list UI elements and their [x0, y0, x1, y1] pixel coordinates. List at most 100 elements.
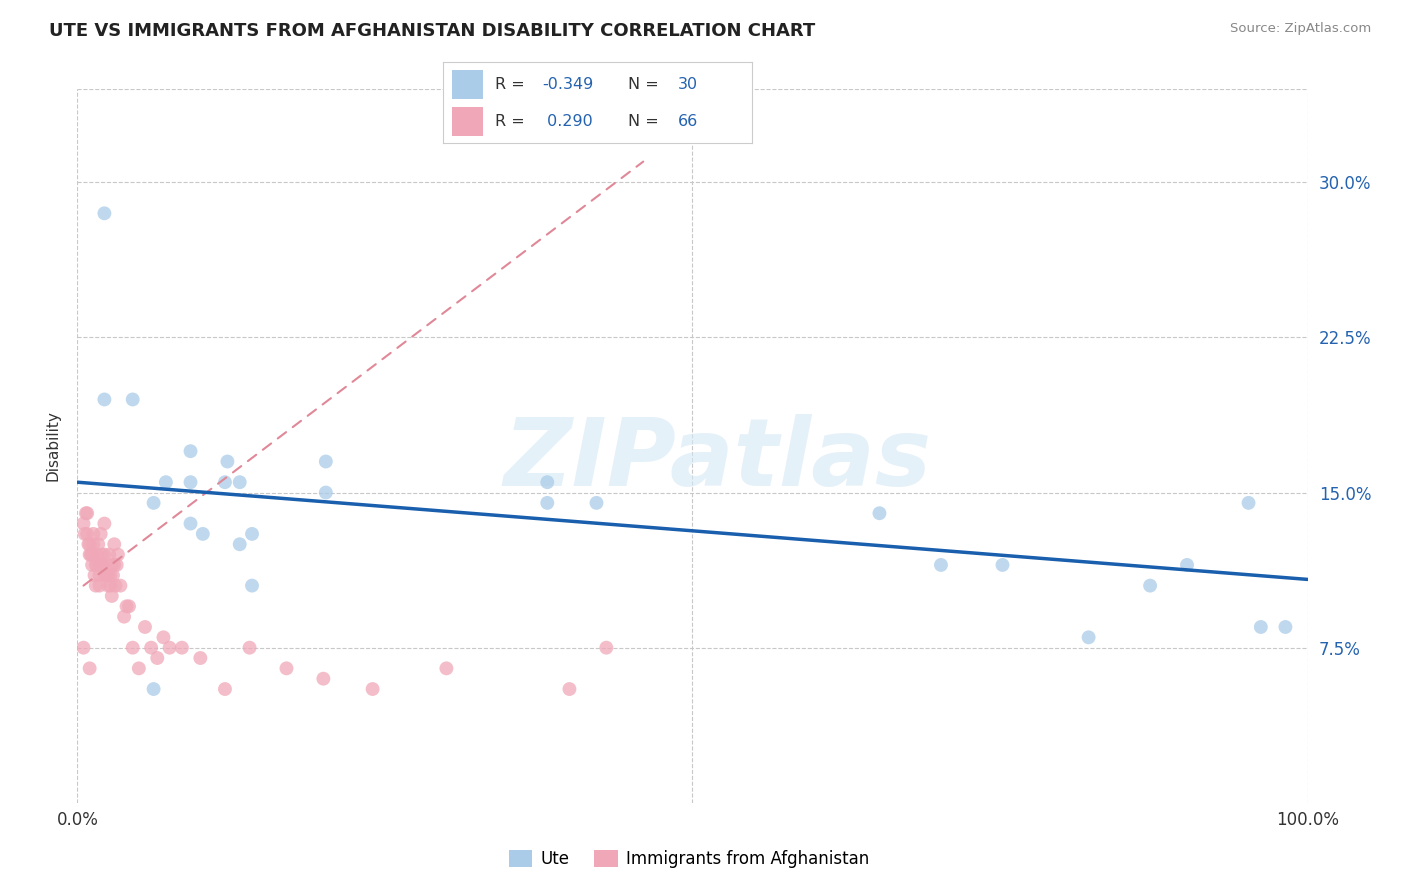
FancyBboxPatch shape — [453, 107, 484, 136]
Point — [315, 485, 337, 500]
Point — [86, 548, 108, 562]
Point — [141, 640, 163, 655]
Point — [170, 640, 193, 655]
Point — [93, 206, 115, 220]
Point — [115, 599, 138, 614]
Text: 30: 30 — [678, 77, 699, 92]
Text: UTE VS IMMIGRANTS FROM AFGHANISTAN DISABILITY CORRELATION CHART: UTE VS IMMIGRANTS FROM AFGHANISTAN DISAB… — [49, 22, 815, 40]
Point — [107, 548, 129, 562]
Point — [991, 558, 1014, 572]
Point — [217, 454, 239, 468]
Point — [103, 537, 125, 551]
Point — [159, 640, 181, 655]
Point — [558, 681, 581, 696]
Point — [82, 527, 104, 541]
Point — [105, 558, 128, 572]
Point — [83, 568, 105, 582]
Text: ZIPatlas: ZIPatlas — [503, 414, 931, 507]
Point — [96, 568, 118, 582]
Point — [97, 568, 120, 582]
Point — [1077, 630, 1099, 644]
Point — [72, 516, 94, 531]
Point — [312, 672, 335, 686]
Point — [1175, 558, 1198, 572]
Point — [79, 661, 101, 675]
Text: N =: N = — [628, 114, 665, 129]
Legend: Ute, Immigrants from Afghanistan: Ute, Immigrants from Afghanistan — [502, 843, 876, 875]
Point — [73, 527, 96, 541]
Text: -0.349: -0.349 — [541, 77, 593, 92]
Point — [80, 548, 103, 562]
Point — [89, 568, 111, 582]
Point — [180, 444, 202, 458]
Point — [82, 548, 104, 562]
Point — [101, 558, 124, 572]
Text: Source: ZipAtlas.com: Source: ZipAtlas.com — [1230, 22, 1371, 36]
Point — [76, 527, 98, 541]
Point — [79, 537, 101, 551]
Point — [229, 475, 252, 490]
Point — [240, 579, 263, 593]
Point — [89, 579, 111, 593]
Point — [239, 640, 262, 655]
Point — [77, 537, 100, 551]
Text: 66: 66 — [678, 114, 699, 129]
Point — [536, 496, 558, 510]
Point — [1139, 579, 1161, 593]
Point — [214, 475, 236, 490]
Point — [90, 548, 114, 562]
Point — [101, 568, 124, 582]
Point — [112, 609, 135, 624]
Point — [142, 681, 165, 696]
Point — [929, 558, 952, 572]
Point — [240, 527, 263, 541]
Point — [87, 537, 110, 551]
Point — [84, 558, 107, 572]
Point — [229, 537, 252, 551]
Point — [86, 558, 108, 572]
Point — [104, 579, 127, 593]
Point — [82, 558, 104, 572]
Point — [214, 681, 236, 696]
Point — [93, 516, 115, 531]
Point — [128, 661, 150, 675]
Point — [121, 640, 143, 655]
Point — [84, 579, 107, 593]
Point — [93, 392, 115, 407]
Point — [190, 651, 212, 665]
Point — [595, 640, 617, 655]
Text: N =: N = — [628, 77, 665, 92]
Point — [91, 558, 114, 572]
Point — [146, 651, 169, 665]
Point — [100, 579, 122, 593]
Point — [118, 599, 141, 614]
Point — [76, 506, 98, 520]
Point — [361, 681, 384, 696]
Point — [585, 496, 607, 510]
Point — [180, 516, 202, 531]
Point — [1274, 620, 1296, 634]
Point — [152, 630, 174, 644]
Point — [97, 579, 120, 593]
Point — [1250, 620, 1272, 634]
Point — [134, 620, 156, 634]
Point — [121, 392, 143, 407]
Point — [75, 506, 97, 520]
Point — [100, 568, 122, 582]
Point — [180, 475, 202, 490]
Point — [94, 568, 117, 582]
Point — [82, 537, 104, 551]
Y-axis label: Disability: Disability — [45, 410, 60, 482]
Point — [103, 558, 125, 572]
Point — [869, 506, 891, 520]
Point — [191, 527, 214, 541]
Point — [315, 454, 337, 468]
Point — [101, 589, 124, 603]
Point — [98, 548, 121, 562]
Point — [436, 661, 458, 675]
Point — [536, 475, 558, 490]
Point — [142, 496, 165, 510]
Point — [90, 558, 114, 572]
Point — [1237, 496, 1260, 510]
Point — [110, 579, 132, 593]
